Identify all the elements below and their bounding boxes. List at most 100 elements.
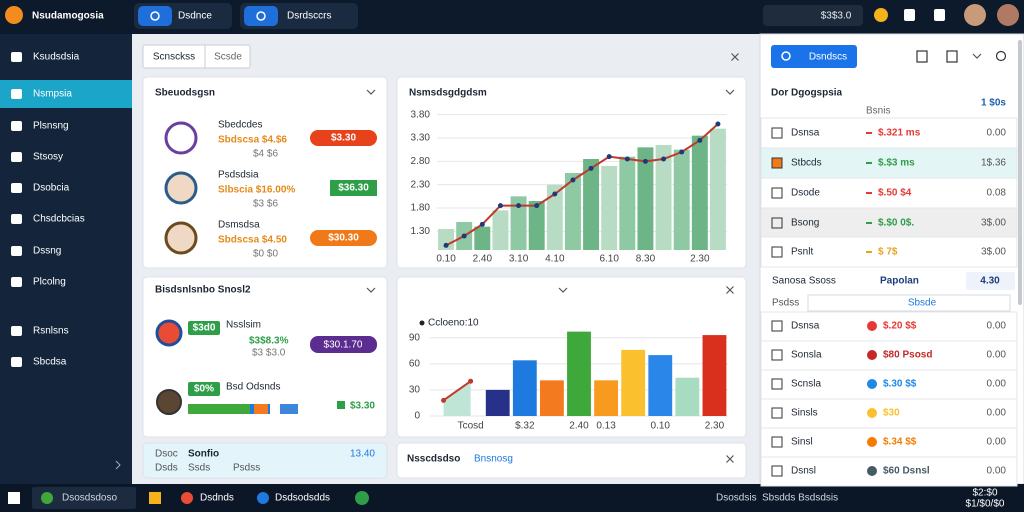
chevron[interactable] [558, 287, 568, 293]
bar [594, 380, 619, 416]
view-tab[interactable]: Scnsckss [153, 52, 195, 63]
close-icon[interactable] [726, 286, 734, 294]
line-marker [441, 397, 447, 403]
badge [310, 130, 377, 146]
user-avatar [964, 4, 986, 26]
y-tick-label: 60 [409, 358, 421, 369]
tab-button[interactable] [244, 6, 278, 26]
sidebar-item[interactable]: Dsobcia [33, 183, 70, 194]
bar [691, 135, 708, 250]
search-box[interactable] [763, 5, 863, 26]
sidebar-item[interactable]: Plsnsng [33, 121, 69, 132]
bar [621, 349, 646, 416]
avatar [164, 121, 198, 155]
row-name: Stbcds [791, 158, 822, 169]
row-value: $.321 ms [878, 128, 921, 139]
row-value: $.$3 ms [878, 158, 915, 169]
line-marker [570, 177, 576, 183]
icon-button[interactable] [934, 9, 945, 21]
row-dot [867, 466, 877, 476]
row-icon [771, 378, 783, 390]
row-icon [771, 407, 783, 419]
section-field[interactable] [807, 294, 1011, 312]
primary-button[interactable] [771, 45, 857, 68]
taskbar-app-label[interactable]: Dsdnds [200, 493, 234, 504]
row-icon [771, 246, 783, 258]
line-marker [588, 165, 594, 171]
person-name: Sbedcdes [218, 120, 262, 131]
card-link[interactable]: Bnsnosg [474, 454, 513, 465]
badge [188, 382, 220, 396]
bar [583, 159, 600, 250]
row-dash [866, 132, 872, 134]
icon-button[interactable] [916, 50, 928, 63]
tab-icon [150, 11, 160, 21]
view-tab[interactable]: Scsde [214, 52, 242, 63]
bar [619, 156, 636, 250]
sidebar-chevron[interactable] [115, 460, 121, 470]
app-icon [41, 492, 53, 504]
taskbar-status: Sbsdds Bsdsdsis [762, 493, 838, 504]
list-row [760, 177, 1018, 209]
person-note: $4 $6 [253, 149, 278, 160]
taskbar-date: $1/$0/$0 [966, 499, 1005, 510]
progress-segment [188, 404, 250, 414]
x-tick-label: 0.10 [436, 254, 456, 265]
row-name: Sinsls [791, 408, 818, 419]
taskbar-app-label[interactable]: Dsdsodsdds [275, 493, 330, 504]
button-text[interactable]: Dsndscs [809, 52, 847, 63]
icon-button[interactable] [904, 9, 915, 21]
chevron[interactable] [725, 89, 735, 95]
y-tick-label: 3.80 [411, 109, 431, 120]
sidebar-item[interactable]: Ksudsdsia [33, 52, 80, 63]
row-right: 0.08 [987, 188, 1007, 199]
badge-text: $30.30 [328, 233, 359, 244]
list-row [760, 427, 1018, 458]
icon-button[interactable] [946, 50, 958, 63]
list-row [760, 398, 1018, 429]
app-icon [355, 491, 369, 505]
row-icon [771, 187, 783, 199]
row-name: Dsnsl [791, 466, 816, 477]
taskbar-app-label[interactable]: Dsosdsdoso [62, 493, 117, 504]
x-tick-label: 0.13 [596, 421, 616, 432]
search-text: $3$3.0 [821, 11, 852, 22]
row-name: Sinsl [791, 437, 813, 448]
budget-note: $3 $3.0 [252, 348, 286, 359]
button-icon [781, 51, 791, 61]
top-tab[interactable]: Dsrdsccrs [287, 11, 331, 22]
sidebar-item[interactable]: Rsnlsns [33, 326, 69, 337]
taskbar-app[interactable] [32, 487, 136, 509]
sidebar-item[interactable]: Chsdcbcias [33, 214, 85, 225]
avatar [156, 389, 182, 415]
list-row [760, 236, 1018, 268]
sidebar-item[interactable]: Dssng [33, 246, 61, 257]
sidebar-item[interactable]: Stsosy [33, 152, 63, 163]
sidebar-item[interactable]: Sbcdsa [33, 357, 67, 368]
chevron[interactable] [366, 287, 376, 293]
avatar [164, 171, 198, 205]
chevron[interactable] [366, 89, 376, 95]
close-icon[interactable] [731, 53, 739, 61]
sidebar-item[interactable]: Nsmpsia [33, 89, 72, 100]
y-tick-label: 3.30 [411, 133, 431, 144]
y-tick-label: 30 [409, 385, 421, 396]
close-icon[interactable] [726, 455, 734, 463]
sidebar-icon [11, 121, 22, 131]
start-button[interactable] [8, 492, 20, 504]
tab-button[interactable] [138, 6, 172, 26]
x-tick-label: 4.10 [545, 254, 565, 265]
row-value: $.$0 0$. [878, 218, 914, 229]
sidebar-item[interactable]: Plcolng [33, 277, 66, 288]
line-marker [661, 156, 667, 162]
line-marker [443, 242, 449, 248]
row-value: $.20 $$ [883, 321, 917, 332]
row-right: 0.00 [987, 321, 1007, 332]
y-tick-label: 1.30 [411, 226, 431, 237]
strip-column: Psdss [233, 463, 260, 474]
card [142, 276, 388, 438]
person-detail: Sbdscsa $4.$6 [218, 135, 287, 146]
top-tab[interactable]: Dsdnce [178, 11, 212, 22]
section-label: Psdss [772, 298, 799, 309]
chevron[interactable] [972, 53, 982, 59]
